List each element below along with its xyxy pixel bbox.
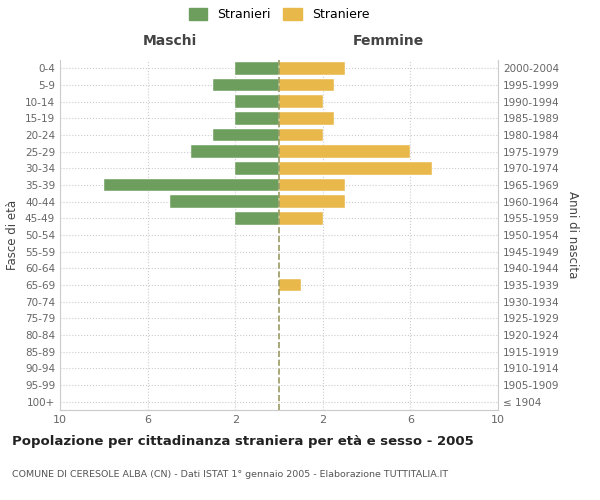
Bar [235,62,279,74]
Text: COMUNE DI CERESOLE ALBA (CN) - Dati ISTAT 1° gennaio 2005 - Elaborazione TUTTITA: COMUNE DI CERESOLE ALBA (CN) - Dati ISTA… [12,470,448,479]
Bar [279,112,334,124]
Bar [279,212,323,224]
Bar [279,279,301,291]
Y-axis label: Anni di nascita: Anni di nascita [566,192,579,278]
Y-axis label: Fasce di età: Fasce di età [7,200,19,270]
Bar [279,162,433,174]
Bar [279,62,345,74]
Bar [279,96,323,108]
Legend: Stranieri, Straniere: Stranieri, Straniere [184,4,374,26]
Bar [235,96,279,108]
Bar [235,212,279,224]
Bar [279,179,345,192]
Bar [235,112,279,124]
Bar [279,79,334,92]
Bar [235,162,279,174]
Text: Femmine: Femmine [353,34,424,48]
Text: Popolazione per cittadinanza straniera per età e sesso - 2005: Popolazione per cittadinanza straniera p… [12,435,474,448]
Bar [169,196,279,208]
Bar [214,129,279,141]
Bar [279,146,410,158]
Bar [191,146,279,158]
Bar [214,79,279,92]
Text: Maschi: Maschi [142,34,197,48]
Bar [279,129,323,141]
Bar [279,196,345,208]
Bar [104,179,279,192]
